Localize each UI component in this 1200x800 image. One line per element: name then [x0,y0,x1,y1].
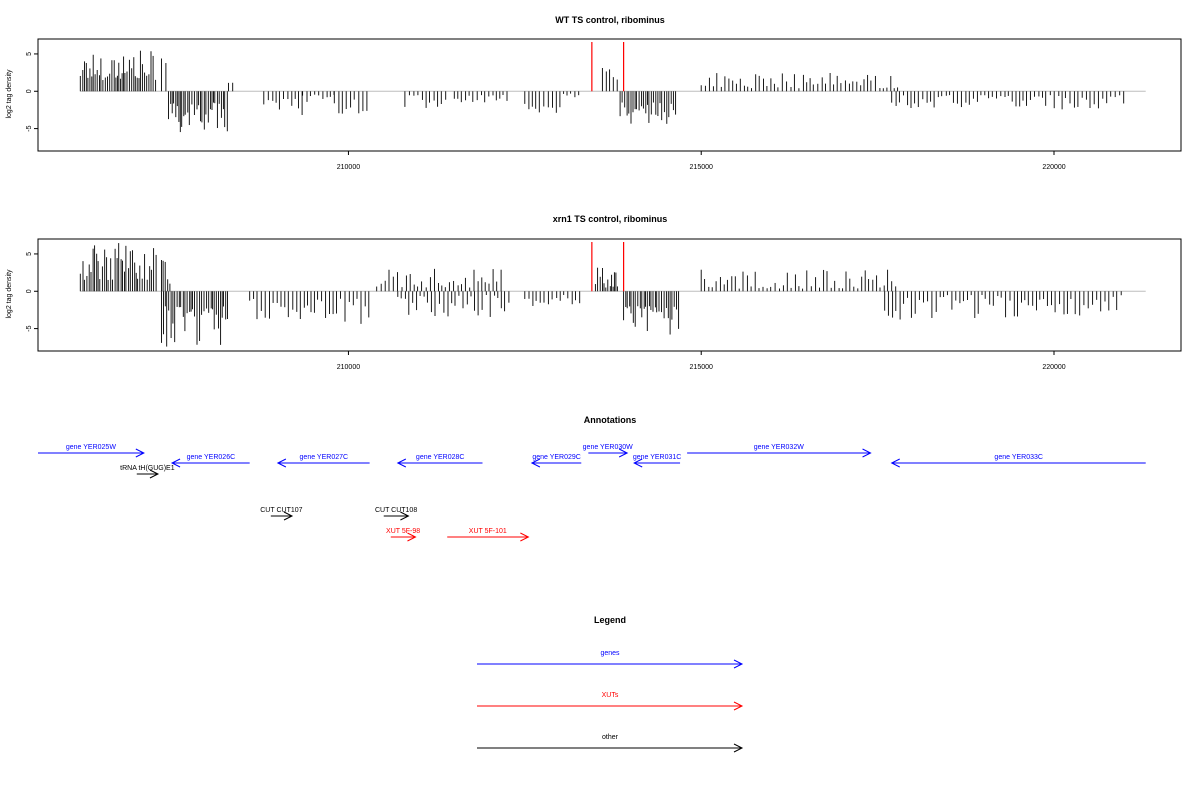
feature-arrow [383,511,410,521]
x-tick-label: 220000 [1042,164,1065,171]
x-tick-label: 210000 [337,364,360,371]
y-tick-label: 5 [26,52,33,56]
legend-arrow [477,701,744,711]
coverage-bars [79,242,1146,347]
feature-label: gene YER030W [583,444,633,451]
feature-label: gene YER027C [300,454,349,461]
feature-arrow [447,532,530,542]
feature-arrow [276,458,370,468]
x-tick-label: 215000 [690,364,713,371]
legend-title: Legend [594,615,626,625]
legend: Legend genes XUTs other [477,615,744,753]
feature-label: tRNA tH(GUG)E1 [120,465,175,472]
feature-arrow [396,458,483,468]
y-axis-label: log2 tag density [6,269,13,319]
xrn1-coverage-panel: xrn1 TS control, ribominus log2 tag dens… [6,214,1182,371]
panel-title: xrn1 TS control, ribominus [553,214,668,224]
feature-label: gene YER029C [532,454,581,461]
y-tick-label: 5 [26,252,33,256]
feature-label: gene YER032W [754,444,804,451]
feature-label: gene YER033C [994,454,1043,461]
panel-title: WT TS control, ribominus [555,15,665,25]
plot-frame [37,238,1182,352]
coverage-bars [79,42,1146,133]
feature-label: XUT 5F-101 [469,528,507,535]
feature-arrow [890,458,1146,468]
legend-arrow [477,743,744,753]
feature-label: CUT CUT108 [375,507,417,514]
feature-arrow [633,458,681,468]
feature-arrow [390,532,417,542]
plot-frame [37,38,1182,152]
feature-label: CUT CUT107 [260,507,302,514]
feature-label: XUT 5F-98 [386,528,420,535]
feature-arrow [588,448,629,458]
feature-arrow [270,511,294,521]
y-tick-label: -5 [26,325,33,331]
y-tick-label: 0 [26,289,33,293]
annotations-title: Annotations [584,415,637,425]
feature-arrow [687,448,872,458]
feature-arrow [170,458,250,468]
legend-label: other [602,734,619,741]
feature-label: gene YER031C [633,454,682,461]
feature-arrow [530,458,582,468]
y-axis-label: log2 tag density [6,69,13,119]
feature-label: gene YER028C [416,454,465,461]
annotations-track: Annotations gene YER025W gene YER026C tRNA… [38,415,1146,542]
x-tick-label: 220000 [1042,364,1065,371]
legend-label: genes [600,650,620,657]
wt-coverage-panel: WT TS control, ribominus log2 tag densit… [6,15,1182,171]
feature-arrow [136,469,160,479]
y-tick-label: 0 [26,89,33,93]
legend-label: XUTs [602,692,619,699]
feature-arrow [38,448,145,458]
x-tick-label: 210000 [337,164,360,171]
x-tick-label: 215000 [690,164,713,171]
feature-label: gene YER026C [187,454,236,461]
y-tick-label: -5 [26,125,33,131]
legend-arrow [477,659,744,669]
feature-label: gene YER025W [66,444,116,451]
